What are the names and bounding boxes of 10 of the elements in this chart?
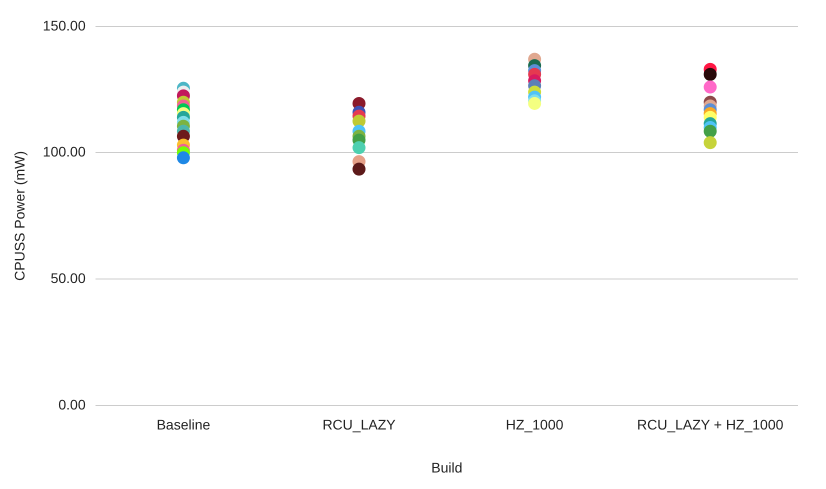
y-axis-title: CPUSS Power (mW) <box>11 150 28 281</box>
x-tick-label: RCU_LAZY <box>322 416 396 433</box>
y-tick-label: 100.00 <box>42 144 86 160</box>
y-tick-label: 150.00 <box>42 17 86 34</box>
x-tick-label: HZ_1000 <box>506 416 564 433</box>
y-tick-label: 0.00 <box>58 396 86 412</box>
x-axis-title: Build <box>431 459 462 476</box>
x-tick-label: RCU_LAZY + HZ_1000 <box>636 416 784 433</box>
y-tick-label: 50.00 <box>50 270 86 286</box>
x-tick-label: Baseline <box>156 416 210 433</box>
